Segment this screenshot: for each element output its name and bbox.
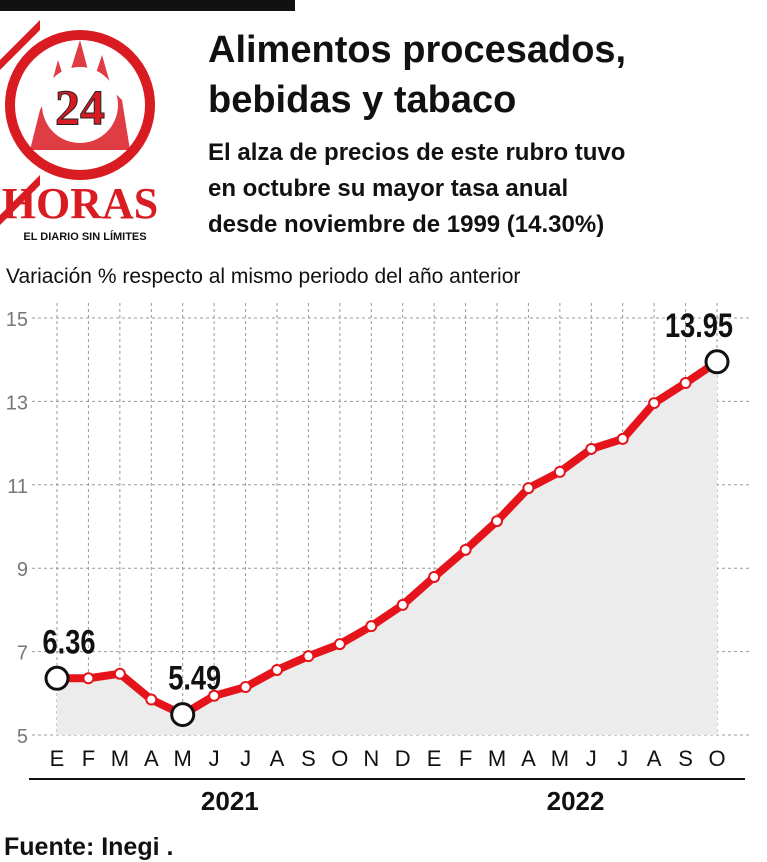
source: Fuente: Inegi . [4, 833, 173, 861]
point [145, 693, 158, 706]
point [239, 681, 252, 694]
x-tick-label: A [144, 746, 159, 771]
x-tick-label: M [174, 746, 192, 771]
point [365, 620, 378, 633]
title: bebidas y tabaco [208, 79, 516, 121]
point [396, 598, 409, 611]
x-tick-label: J [240, 746, 251, 771]
point [302, 650, 315, 663]
logo-disc [42, 67, 118, 143]
y-axis-label: Variación % respecto al mismo periodo de… [6, 265, 520, 288]
logo-name: HORAS [2, 179, 158, 228]
y-tick-label: 13 [6, 392, 28, 414]
logo: 24 HORAS EL DIARIO SIN LÍMITES [0, 20, 160, 244]
point [704, 349, 730, 375]
x-tick-label: A [647, 746, 662, 771]
subtitle: desde noviembre de 1999 (14.30%) [208, 211, 604, 238]
x-tick-label: S [678, 746, 693, 771]
x-tick-label: E [50, 746, 65, 771]
logo-tag-bg [10, 226, 160, 244]
x-tick-label: F [82, 746, 95, 771]
logo-number: 24 [55, 79, 105, 135]
y-tick-label: 15 [6, 309, 28, 331]
point [271, 663, 283, 676]
x-tick-label: O [331, 746, 348, 771]
x-tick-label: J [617, 746, 628, 771]
year-label: 2022 [547, 786, 605, 816]
point [585, 442, 598, 455]
point [113, 667, 126, 680]
line [57, 358, 720, 719]
point [491, 515, 503, 528]
title: Alimentos procesados, [208, 29, 626, 71]
x-tick-label: O [708, 746, 725, 771]
x-tick-label: M [551, 746, 569, 771]
subtitle: en octubre su mayor tasa anual [208, 175, 568, 202]
x-tick-label: E [427, 746, 442, 771]
x-tick-label: M [111, 746, 129, 771]
point [679, 377, 692, 390]
top-bar [0, 0, 295, 11]
logo-tagline: EL DIARIO SIN LÍMITES [23, 230, 146, 243]
y-tick-label: 7 [17, 643, 28, 665]
point [428, 570, 441, 583]
point [459, 543, 472, 556]
subtitle: El alza de precios de este rubro tuvo [208, 139, 625, 166]
area [57, 361, 717, 735]
point [648, 397, 661, 410]
x-tick-label: N [363, 746, 379, 771]
point [333, 638, 346, 651]
x-tick-label: S [301, 746, 316, 771]
x-tick-label: D [395, 746, 411, 771]
point [616, 432, 629, 445]
point [44, 665, 70, 691]
x-tick-label: A [521, 746, 536, 771]
x-tick-label: M [488, 746, 506, 771]
y-tick-label: 9 [17, 559, 28, 581]
y-tick-label: 5 [17, 726, 28, 748]
point [522, 482, 535, 495]
y-tick-label: 11 [7, 476, 28, 498]
x-tick-label: F [459, 746, 472, 771]
data-label: 13.95 [665, 306, 733, 345]
year-label: 2021 [201, 786, 259, 816]
point [553, 465, 566, 478]
x-tick-label: J [586, 746, 597, 771]
point [170, 702, 196, 728]
data-label: 6.36 [43, 622, 96, 661]
x-tick-label: A [270, 746, 285, 771]
point [82, 672, 95, 685]
point [208, 689, 221, 702]
x-tick-label: J [209, 746, 220, 771]
